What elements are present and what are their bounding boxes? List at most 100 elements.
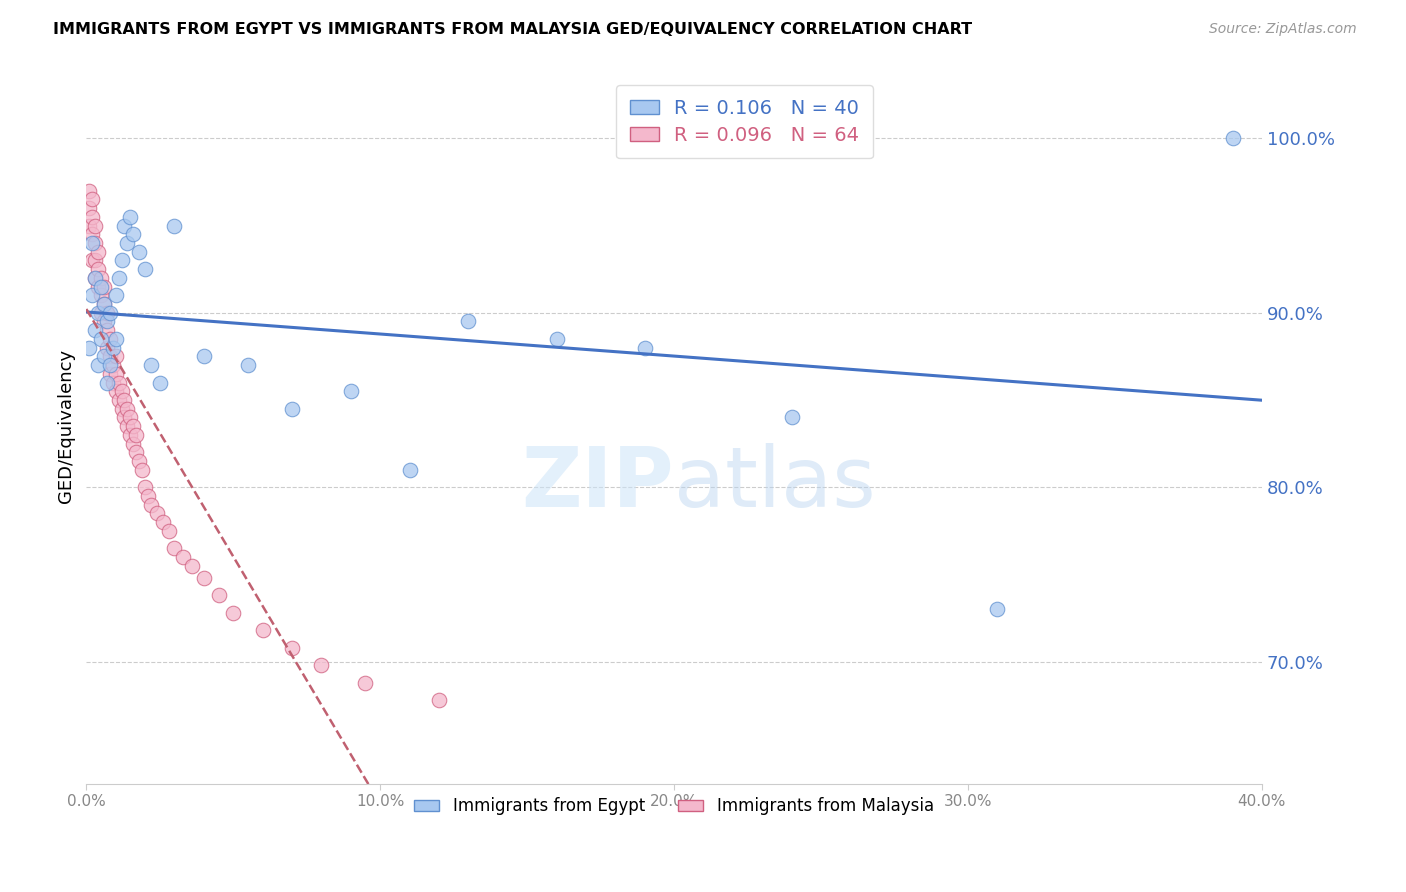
Point [98, 332, 121, 346]
Point [110, 401, 132, 416]
Point [207, 588, 229, 602]
Point [84, 270, 107, 285]
Point [93, 314, 115, 328]
Point [354, 675, 377, 690]
Point [104, 349, 127, 363]
Point [157, 524, 180, 538]
Point [120, 210, 142, 224]
Point [90, 279, 112, 293]
Point [340, 384, 363, 399]
Point [122, 227, 145, 242]
Point [134, 480, 156, 494]
Point [634, 341, 657, 355]
Point [98, 349, 121, 363]
Point [90, 288, 112, 302]
Point [77, 201, 100, 215]
Point [163, 541, 186, 556]
Text: IMMIGRANTS FROM EGYPT VS IMMIGRANTS FROM MALAYSIA GED/EQUIVALENCY CORRELATION CH: IMMIGRANTS FROM EGYPT VS IMMIGRANTS FROM… [53, 22, 973, 37]
Point [96, 306, 118, 320]
Point [104, 332, 127, 346]
Point [87, 306, 110, 320]
Point [114, 410, 136, 425]
Text: Source: ZipAtlas.com: Source: ZipAtlas.com [1209, 22, 1357, 37]
Point [114, 219, 136, 233]
Point [84, 235, 107, 250]
Point [107, 270, 129, 285]
Point [104, 384, 127, 399]
Point [98, 367, 121, 381]
Point [93, 349, 115, 363]
Point [82, 288, 104, 302]
Point [82, 227, 104, 242]
Point [222, 606, 245, 620]
Point [87, 279, 110, 293]
Point [107, 392, 129, 407]
Legend: Immigrants from Egypt, Immigrants from Malaysia: Immigrants from Egypt, Immigrants from M… [405, 788, 943, 825]
Point [152, 515, 174, 529]
Point [82, 192, 104, 206]
Point [84, 253, 107, 268]
Point [120, 410, 142, 425]
Point [96, 314, 118, 328]
Point [172, 549, 194, 564]
Point [110, 384, 132, 399]
Point [136, 489, 159, 503]
Point [87, 244, 110, 259]
Point [93, 297, 115, 311]
Point [77, 184, 100, 198]
Text: ZIP: ZIP [522, 442, 673, 524]
Point [986, 602, 1008, 616]
Point [281, 401, 304, 416]
Point [84, 323, 107, 337]
Point [193, 349, 215, 363]
Point [128, 244, 150, 259]
Point [107, 376, 129, 390]
Point [1222, 131, 1244, 145]
Point [117, 419, 139, 434]
Point [98, 306, 121, 320]
Point [87, 358, 110, 372]
Point [134, 262, 156, 277]
Point [104, 288, 127, 302]
Point [427, 693, 450, 707]
Point [93, 297, 115, 311]
Point [311, 658, 333, 673]
Point [125, 445, 148, 459]
Point [125, 427, 148, 442]
Point [114, 392, 136, 407]
Point [87, 262, 110, 277]
Point [236, 358, 259, 372]
Point [281, 640, 304, 655]
Point [181, 558, 204, 573]
Point [77, 341, 100, 355]
Point [122, 436, 145, 450]
Point [90, 270, 112, 285]
Text: atlas: atlas [673, 442, 876, 524]
Point [117, 401, 139, 416]
Point [96, 341, 118, 355]
Point [139, 498, 162, 512]
Point [77, 219, 100, 233]
Point [101, 341, 124, 355]
Point [398, 463, 420, 477]
Point [120, 427, 142, 442]
Point [90, 332, 112, 346]
Point [193, 571, 215, 585]
Point [84, 219, 107, 233]
Point [96, 376, 118, 390]
Point [780, 410, 803, 425]
Point [163, 219, 186, 233]
Point [82, 253, 104, 268]
Point [122, 419, 145, 434]
Point [131, 463, 153, 477]
Point [252, 624, 274, 638]
Point [146, 507, 169, 521]
Point [110, 253, 132, 268]
Point [90, 306, 112, 320]
Y-axis label: GED/Equivalency: GED/Equivalency [58, 349, 75, 503]
Point [117, 235, 139, 250]
Point [128, 454, 150, 468]
Point [546, 332, 568, 346]
Point [82, 210, 104, 224]
Point [139, 358, 162, 372]
